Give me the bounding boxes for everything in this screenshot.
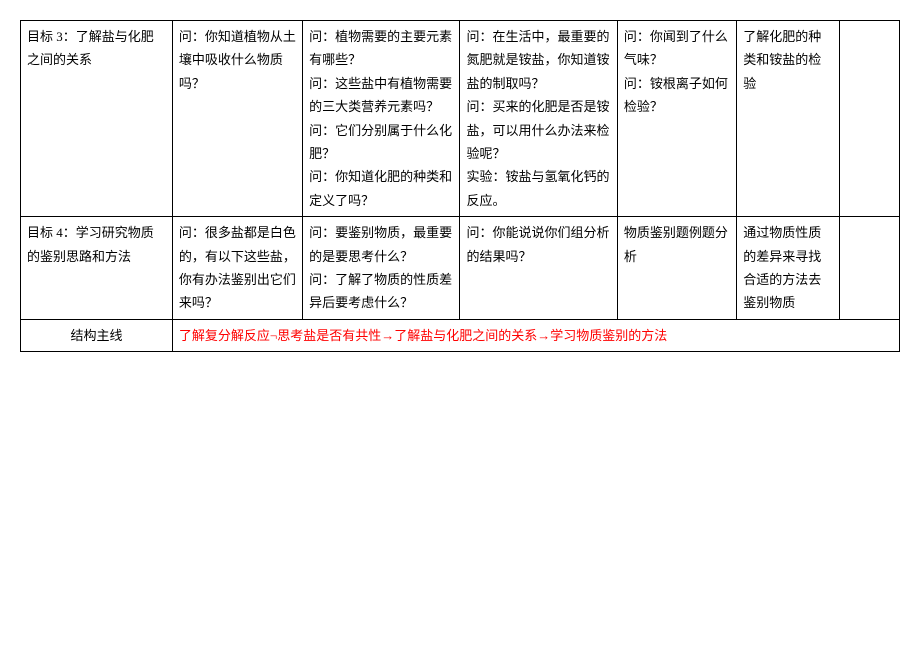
cell: [840, 217, 900, 320]
cell: 问：你能说说你们组分析的结果吗？: [460, 217, 617, 320]
table-row: 目标 4：学习研究物质的鉴别思路和方法 问：很多盐都是白色的，有以下这些盐，你有…: [21, 217, 900, 320]
cell: 问：在生活中，最重要的氮肥就是铵盐，你知道铵盐的制取吗？问：买来的化肥是否是铵盐…: [460, 21, 617, 217]
cell: 了解化肥的种类和铵盐的检验: [737, 21, 840, 217]
cell: 物质鉴别题例题分析: [617, 217, 736, 320]
cell: 问：你知道植物从土壤中吸收什么物质吗？: [172, 21, 302, 217]
table-row: 目标 3：了解盐与化肥之间的关系 问：你知道植物从土壤中吸收什么物质吗？ 问：植…: [21, 21, 900, 217]
table-row-footer: 结构主线 了解复分解反应¬思考盐是否有共性→了解盐与化肥之间的关系→学习物质鉴别…: [21, 319, 900, 351]
lesson-plan-table: 目标 3：了解盐与化肥之间的关系 问：你知道植物从土壤中吸收什么物质吗？ 问：植…: [20, 20, 900, 352]
cell: 问：你闻到了什么气味？问：铵根离子如何检验？: [617, 21, 736, 217]
cell: 问：要鉴别物质，最重要的是要思考什么？问：了解了物质的性质差异后要考虑什么？: [303, 217, 460, 320]
footer-content: 了解复分解反应¬思考盐是否有共性→了解盐与化肥之间的关系→学习物质鉴别的方法: [172, 319, 899, 351]
footer-label: 结构主线: [21, 319, 173, 351]
cell: 问：植物需要的主要元素有哪些？问：这些盐中有植物需要的三大类营养元素吗？问：它们…: [303, 21, 460, 217]
cell: 问：很多盐都是白色的，有以下这些盐，你有办法鉴别出它们来吗？: [172, 217, 302, 320]
cell-goal-3: 目标 3：了解盐与化肥之间的关系: [21, 21, 173, 217]
cell: [840, 21, 900, 217]
cell-goal-4: 目标 4：学习研究物质的鉴别思路和方法: [21, 217, 173, 320]
cell: 通过物质性质的差异来寻找合适的方法去鉴别物质: [737, 217, 840, 320]
